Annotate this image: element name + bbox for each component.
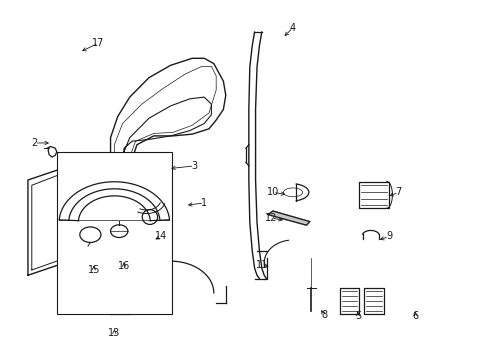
Text: 8: 8 (321, 310, 327, 320)
Text: 3: 3 (192, 161, 197, 171)
Text: 13: 13 (108, 328, 121, 338)
Text: 6: 6 (413, 311, 418, 321)
Text: 17: 17 (92, 38, 105, 48)
Text: 16: 16 (118, 261, 130, 271)
Text: 9: 9 (386, 231, 392, 242)
Text: 2: 2 (31, 138, 38, 148)
Bar (57, 152, 172, 314)
Text: 10: 10 (267, 187, 279, 197)
Text: 5: 5 (355, 311, 361, 321)
Text: 1: 1 (201, 198, 207, 208)
Text: 14: 14 (155, 231, 167, 242)
Text: 4: 4 (290, 23, 296, 33)
Polygon shape (268, 211, 310, 225)
Text: 11: 11 (256, 260, 268, 270)
Text: 15: 15 (88, 265, 100, 275)
Text: 7: 7 (395, 187, 402, 197)
Text: 12: 12 (265, 213, 278, 223)
